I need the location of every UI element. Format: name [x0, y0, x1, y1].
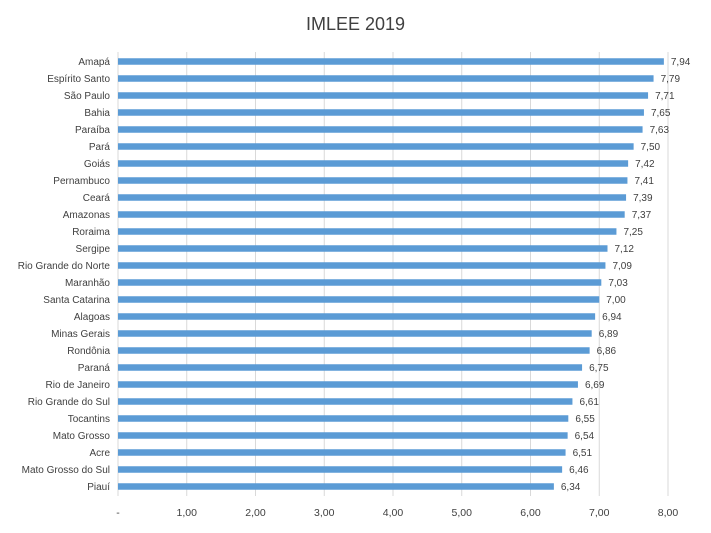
category-label: Rio de Janeiro — [46, 380, 111, 391]
data-label: 7,42 — [635, 159, 655, 170]
data-label: 6,46 — [569, 465, 589, 476]
bar — [118, 313, 596, 320]
data-label: 7,25 — [623, 227, 643, 238]
data-label: 7,94 — [671, 57, 691, 68]
category-label: Acre — [89, 448, 110, 459]
chart-title: IMLEE 2019 — [305, 14, 406, 34]
category-label: Espírito Santo — [47, 74, 110, 85]
x-axis-tick-labels: - 1,00 2,00 3,00 4,00 5,00 6,00 7,00 8,00 — [116, 507, 678, 519]
bar — [118, 415, 569, 422]
data-label: 6,51 — [573, 448, 593, 459]
bar — [118, 245, 608, 252]
bar — [118, 177, 628, 184]
data-label: 7,03 — [608, 278, 628, 289]
bar — [118, 330, 592, 337]
category-label: Goiás — [84, 159, 110, 170]
x-tick-label: 6,00 — [520, 507, 541, 519]
data-label: 6,55 — [575, 414, 595, 425]
data-label: 7,37 — [632, 210, 652, 221]
bar — [118, 228, 617, 235]
data-label: 6,89 — [599, 329, 619, 340]
data-label: 6,69 — [585, 380, 605, 391]
category-labels: Amapá Espírito Santo São Paulo Bahia Paraíba… — [18, 57, 111, 493]
data-label: 6,34 — [561, 482, 581, 493]
x-tick-label: 3,00 — [314, 507, 335, 519]
data-label: 6,94 — [602, 312, 622, 323]
x-tick-label: 2,00 — [245, 507, 266, 519]
x-tick-label: 5,00 — [452, 507, 473, 519]
category-label: Rondônia — [67, 346, 110, 357]
bars — [118, 58, 664, 490]
bar — [118, 75, 654, 82]
x-tick-label: 1,00 — [177, 507, 198, 519]
bar — [118, 262, 606, 269]
gridlines — [117, 52, 669, 496]
category-label: Bahia — [84, 108, 110, 119]
category-label: Roraima — [72, 227, 110, 238]
category-label: Rio Grande do Sul — [28, 397, 110, 408]
x-tick-label: 8,00 — [658, 507, 679, 519]
data-label: 7,12 — [615, 244, 635, 255]
bar — [118, 279, 602, 286]
bar — [118, 364, 583, 371]
bar — [118, 466, 563, 473]
value-labels: 7,94 7,79 7,71 7,65 7,63 7,50 7,42 7,41 7,39 7,37… — [561, 57, 691, 493]
data-label: 7,63 — [650, 125, 670, 136]
x-tick-label: 7,00 — [589, 507, 610, 519]
bar — [118, 449, 566, 456]
bar — [118, 398, 573, 405]
category-label: Rio Grande do Norte — [18, 261, 111, 272]
category-label: Pernambuco — [53, 176, 110, 187]
data-label: 7,41 — [634, 176, 654, 187]
category-label: Maranhão — [65, 278, 110, 289]
category-label: Minas Gerais — [51, 329, 110, 340]
x-tick-label: - — [116, 507, 120, 519]
data-label: 6,54 — [575, 431, 595, 442]
bar — [118, 347, 590, 354]
bar — [118, 211, 625, 218]
category-label: Piauí — [87, 482, 110, 493]
data-label: 7,39 — [633, 193, 653, 204]
category-label: São Paulo — [64, 91, 111, 102]
data-label: 7,50 — [641, 142, 661, 153]
category-label: Amapá — [78, 57, 110, 68]
bar — [118, 296, 600, 303]
bar — [118, 126, 643, 133]
category-label: Paraíba — [75, 125, 110, 136]
data-label: 6,75 — [589, 363, 609, 374]
bar — [118, 160, 629, 167]
data-label: 7,00 — [606, 295, 626, 306]
data-label: 7,79 — [661, 74, 681, 85]
category-label: Mato Grosso — [53, 431, 111, 442]
bar — [118, 143, 634, 150]
data-label: 7,65 — [651, 108, 671, 119]
bar — [118, 194, 627, 201]
bar — [118, 109, 644, 116]
category-label: Mato Grosso do Sul — [22, 465, 110, 476]
category-label: Santa Catarina — [43, 295, 110, 306]
data-label: 7,09 — [612, 261, 632, 272]
category-label: Tocantins — [68, 414, 110, 425]
category-label: Ceará — [83, 193, 111, 204]
bar — [118, 58, 664, 65]
data-label: 6,86 — [597, 346, 617, 357]
category-label: Amazonas — [63, 210, 110, 221]
bar — [118, 432, 568, 439]
bar — [118, 483, 554, 490]
category-label: Sergipe — [76, 244, 111, 255]
data-label: 7,71 — [655, 91, 675, 102]
category-label: Alagoas — [74, 312, 110, 323]
x-tick-label: 4,00 — [383, 507, 404, 519]
bar — [118, 92, 649, 99]
category-label: Paraná — [78, 363, 111, 374]
category-label: Pará — [89, 142, 111, 153]
data-label: 6,61 — [579, 397, 599, 408]
bar — [118, 381, 578, 388]
